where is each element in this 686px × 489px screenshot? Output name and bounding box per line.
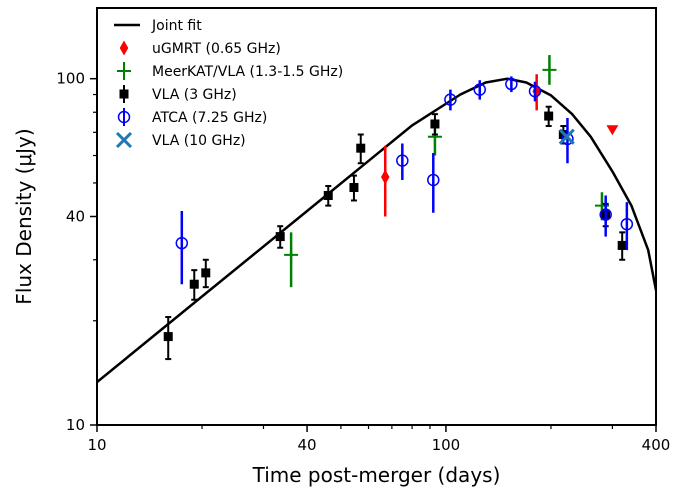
data-point <box>396 154 409 167</box>
y-axis-title: Flux Density (μJy) <box>12 128 36 304</box>
series-4 <box>175 76 634 285</box>
data-point <box>544 111 554 121</box>
data-point <box>528 84 542 98</box>
legend: Joint fit uGMRT (0.65 GHz) MeerKAT/VLA (1.… <box>114 18 343 149</box>
series-1 <box>380 74 619 217</box>
data-point <box>427 173 440 187</box>
legend-label: VLA (3 GHz) <box>152 87 237 103</box>
legend-label: Joint fit <box>151 18 202 34</box>
data-point <box>349 183 359 193</box>
y-tick-label: 100 <box>56 70 85 88</box>
x-tick-label: 40 <box>298 436 317 454</box>
y-tick-label: 40 <box>66 208 85 226</box>
y-tick-label: 10 <box>66 416 85 434</box>
x-tick-label: 400 <box>642 436 671 454</box>
data-point <box>542 62 557 77</box>
legend-label: VLA (10 GHz) <box>152 133 246 149</box>
series-2 <box>284 55 609 288</box>
legend-marker <box>119 89 129 99</box>
legend-marker <box>117 110 131 124</box>
legend-label: uGMRT (0.65 GHz) <box>152 41 281 57</box>
plot-area <box>97 55 656 384</box>
joint-fit-line <box>97 77 656 384</box>
data-point <box>473 83 486 96</box>
data-point <box>620 217 634 231</box>
legend-marker <box>115 131 133 149</box>
axes: 10 40 100 400 10 40 100 <box>56 7 671 454</box>
data-point <box>444 93 457 106</box>
x-tick-label: 100 <box>432 436 461 454</box>
legend-marker <box>119 40 129 56</box>
data-point <box>275 232 285 242</box>
data-point <box>201 268 211 278</box>
legend-marker <box>117 64 131 78</box>
data-point <box>323 190 333 200</box>
data-point <box>606 125 619 136</box>
series-5 <box>558 128 575 145</box>
data-point <box>380 169 390 185</box>
data-point <box>163 332 173 342</box>
legend-item-4: ATCA (7.25 GHz) <box>117 108 267 126</box>
data-point <box>617 240 627 250</box>
data-point <box>356 143 366 153</box>
data-point <box>175 236 189 250</box>
series-0 <box>97 77 656 384</box>
data-point <box>561 132 574 146</box>
data-point <box>558 128 575 145</box>
x-axis-title: Time post-merger (days) <box>252 463 501 487</box>
data-point <box>430 119 440 129</box>
legend-item-1: uGMRT (0.65 GHz) <box>119 40 281 57</box>
legend-label: ATCA (7.25 GHz) <box>152 110 267 126</box>
legend-item-2: MeerKAT/VLA (1.3-1.5 GHz) <box>117 62 343 80</box>
data-point <box>189 279 199 289</box>
legend-item-3: VLA (3 GHz) <box>119 85 237 103</box>
legend-label: MeerKAT/VLA (1.3-1.5 GHz) <box>152 64 343 80</box>
x-tick-label: 10 <box>87 436 106 454</box>
data-point <box>599 208 612 221</box>
data-point <box>284 247 299 262</box>
legend-item-5: VLA (10 GHz) <box>115 131 246 149</box>
data-point <box>505 77 518 91</box>
legend-item-0: Joint fit <box>114 18 202 34</box>
